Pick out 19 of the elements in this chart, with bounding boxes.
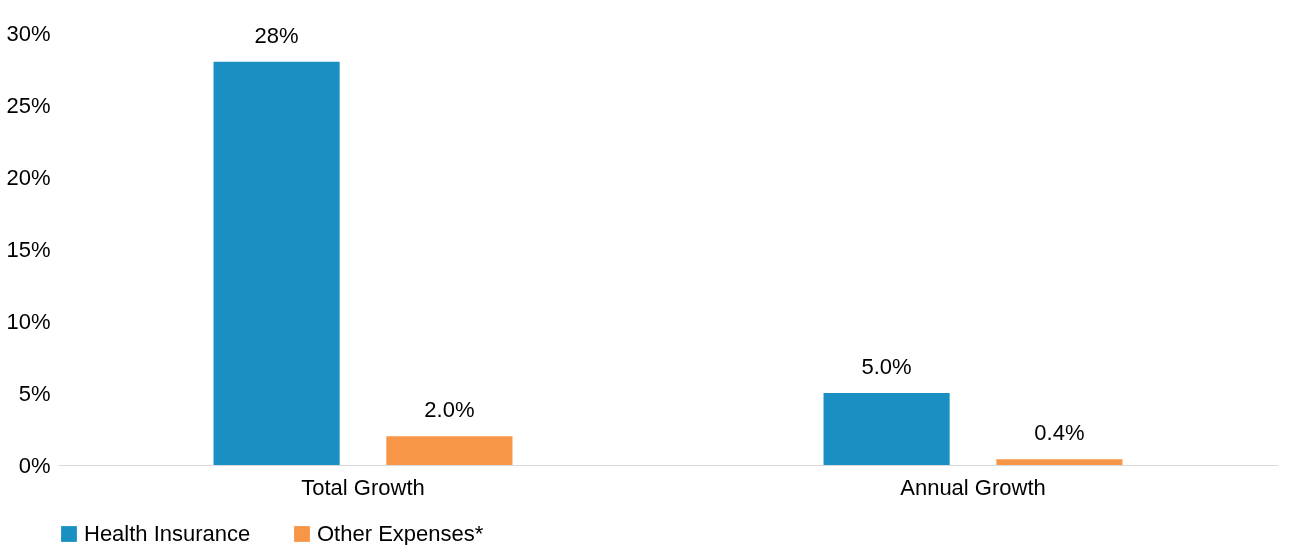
bar <box>213 61 340 465</box>
y-tick-label: 30% <box>6 20 51 46</box>
data-label: 28% <box>254 22 299 48</box>
data-label: 5.0% <box>861 354 912 379</box>
y-tick-label: 10% <box>6 308 51 334</box>
x-tick-label: Total Growth <box>301 474 425 500</box>
y-tick-label: 5% <box>18 380 51 406</box>
legend-label: Other Expenses* <box>317 521 484 546</box>
legend-label: Health Insurance <box>84 521 251 546</box>
bar <box>996 459 1123 465</box>
y-tick-label: 0% <box>18 452 51 478</box>
y-tick-label: 15% <box>6 236 51 262</box>
x-tick-label: Annual Growth <box>900 474 1046 500</box>
data-label: 2.0% <box>424 397 475 423</box>
bar <box>823 393 950 465</box>
y-tick-label: 25% <box>6 92 51 118</box>
y-tick-label: 20% <box>6 164 51 190</box>
data-label: 0.4% <box>1034 420 1085 446</box>
bar <box>386 436 513 465</box>
